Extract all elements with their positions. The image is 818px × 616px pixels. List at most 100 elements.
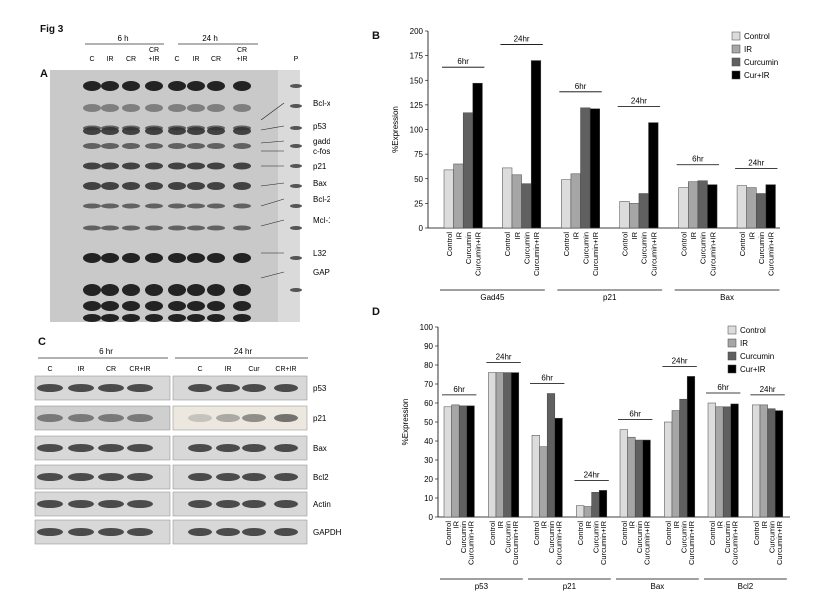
- gel-band: [83, 162, 101, 170]
- panel-c-letter: C: [38, 336, 46, 348]
- gel-band: [168, 314, 186, 322]
- bar-p53-6hr-ir: [451, 404, 460, 518]
- blot-band: [98, 528, 124, 536]
- bar-category-label: Curcumin: [581, 232, 590, 264]
- time-label-6hr: 6hr: [575, 82, 587, 91]
- y-tick-label: 175: [410, 52, 424, 61]
- band-label-l32: L32: [313, 249, 327, 258]
- gel-band: [145, 104, 163, 112]
- blot-band: [216, 473, 240, 481]
- legend-label-cur-ir: Cur+IR: [744, 71, 770, 80]
- gel-band: [187, 182, 205, 190]
- probe-band: [290, 104, 302, 108]
- gel-band: [122, 127, 140, 135]
- bar-p21-6hr-curcumin-ir: [589, 108, 600, 229]
- bar-p21-24hr-curcumin-ir: [598, 490, 608, 518]
- band-label-gapdh: GAPDH: [313, 268, 330, 277]
- gel-band: [233, 284, 251, 296]
- bar-category-label: Control: [445, 232, 454, 257]
- legend-swatch: [731, 70, 741, 80]
- gel-band: [145, 203, 163, 209]
- bar-category-label: Control: [503, 232, 512, 257]
- bar-p53-6hr-curcumin: [458, 405, 468, 518]
- bar-category-label: IR: [451, 520, 460, 528]
- bar-category-label: Curcumin: [591, 521, 600, 553]
- lane-label: CR: [237, 47, 247, 54]
- gene-label-bax: Bax: [651, 582, 665, 591]
- gene-label-p21: p21: [563, 582, 577, 591]
- gel-band: [83, 104, 101, 112]
- panel-a-gel: 6 h 24 h C IR CR CR +IR C IR CR CR +IR P Bcl-xL p53 gad…: [50, 34, 330, 322]
- probe-band: [290, 204, 302, 208]
- bar-category-label: Curcumin+IR: [649, 231, 658, 276]
- gel-band: [145, 284, 163, 296]
- blot-band: [98, 384, 124, 392]
- bar-bax-24hr-ir: [746, 187, 757, 229]
- bar-category-label: Curcumin+IR: [474, 231, 483, 276]
- bar-category-label: Control: [620, 521, 629, 546]
- blot-band: [188, 528, 212, 536]
- bar-bax-6hr-curcumin: [697, 180, 708, 229]
- gene-label-gad45: Gad45: [480, 293, 505, 302]
- gel-band: [233, 253, 251, 263]
- time-label-6hr: 6hr: [629, 410, 641, 419]
- lane-label: +IR: [148, 56, 159, 63]
- bar-category-label: Control: [576, 521, 585, 546]
- gel-band: [101, 81, 119, 91]
- legend-swatch: [727, 351, 737, 361]
- gel-band: [168, 162, 186, 170]
- gel-band: [101, 284, 119, 296]
- legend-label-curcumin: Curcumin: [740, 352, 774, 361]
- y-tick-label: 50: [424, 418, 433, 427]
- blot-band: [127, 500, 153, 508]
- blot-band: [274, 528, 298, 536]
- time-header-24hr: 24 hr: [234, 347, 253, 356]
- gel-band: [122, 143, 140, 149]
- y-tick-label: 0: [429, 513, 434, 522]
- blot-band: [68, 444, 94, 452]
- band-label-bcl2: Bcl-2: [313, 195, 330, 204]
- y-axis-label: %Expression: [401, 399, 410, 446]
- y-tick-label: 25: [414, 199, 423, 208]
- legend-label-curcumin: Curcumin: [744, 58, 778, 67]
- gel-band: [145, 225, 163, 231]
- bar-gad45-6hr-curcumin-ir: [472, 82, 483, 229]
- bar-bcl2-6hr-curcumin-ir: [730, 403, 739, 518]
- probe-band: [290, 226, 302, 230]
- lane-label: IR: [107, 56, 114, 63]
- bar-p21-24hr-control: [619, 201, 630, 229]
- blot-band: [242, 500, 266, 508]
- gel-band: [233, 203, 251, 209]
- bar-category-label: Control: [679, 232, 688, 257]
- gel-band: [83, 225, 101, 231]
- bar-gad45-24hr-control: [502, 167, 513, 229]
- bar-category-label: Curcumin: [522, 232, 531, 264]
- bar-category-label: IR: [496, 520, 505, 528]
- legend-swatch: [727, 338, 737, 348]
- bar-p53-6hr-curcumin-ir: [466, 405, 475, 518]
- bar-category-label: IR: [572, 231, 581, 239]
- gel-band: [122, 301, 140, 311]
- probe-band: [290, 184, 302, 188]
- gel-band: [187, 301, 205, 311]
- band-label-mcl1: Mcl-1: [313, 216, 330, 225]
- time-label-24hr: 24hr: [748, 159, 764, 168]
- time-label-6hr: 6hr: [453, 385, 465, 394]
- bar-bax-24hr-control: [736, 185, 747, 229]
- gel-band: [101, 253, 119, 263]
- blot-band: [216, 500, 240, 508]
- band-label-cfos: c-fos: [313, 147, 330, 156]
- bar-bax-6hr-ir: [688, 181, 699, 229]
- y-tick-label: 90: [424, 342, 433, 351]
- gel-band: [187, 143, 205, 149]
- bar-p21-24hr-curcumin-ir: [648, 122, 659, 229]
- gene-label-p53: p53: [475, 582, 489, 591]
- blot-band: [188, 500, 212, 508]
- gel-band: [83, 81, 101, 91]
- bar-category-label: IR: [513, 231, 522, 239]
- blot-row-label-gapdh: GAPDH: [313, 528, 342, 537]
- bar-bax-24hr-curcumin: [679, 398, 688, 518]
- blot-band: [216, 528, 240, 536]
- gel-band: [101, 203, 119, 209]
- gel-band: [122, 253, 140, 263]
